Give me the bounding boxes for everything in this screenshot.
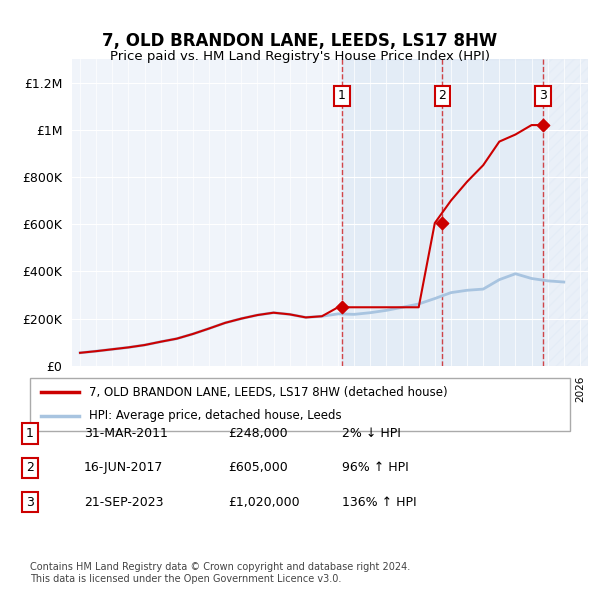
Bar bbox=[543, 59, 588, 366]
Bar bbox=[442, 59, 543, 366]
Text: 3: 3 bbox=[26, 496, 34, 509]
Text: 21-SEP-2023: 21-SEP-2023 bbox=[84, 496, 163, 509]
Point bbox=[337, 303, 347, 312]
Text: 1: 1 bbox=[338, 89, 346, 102]
Text: Contains HM Land Registry data © Crown copyright and database right 2024.
This d: Contains HM Land Registry data © Crown c… bbox=[30, 562, 410, 584]
Text: HPI: Average price, detached house, Leeds: HPI: Average price, detached house, Leed… bbox=[89, 409, 342, 422]
Text: £605,000: £605,000 bbox=[228, 461, 288, 474]
Text: 136% ↑ HPI: 136% ↑ HPI bbox=[342, 496, 416, 509]
Text: Price paid vs. HM Land Registry's House Price Index (HPI): Price paid vs. HM Land Registry's House … bbox=[110, 50, 490, 63]
Point bbox=[437, 218, 447, 228]
Bar bbox=[342, 59, 442, 366]
Text: 31-MAR-2011: 31-MAR-2011 bbox=[84, 427, 168, 440]
Text: 7, OLD BRANDON LANE, LEEDS, LS17 8HW: 7, OLD BRANDON LANE, LEEDS, LS17 8HW bbox=[103, 32, 497, 51]
Text: 96% ↑ HPI: 96% ↑ HPI bbox=[342, 461, 409, 474]
Text: 1: 1 bbox=[26, 427, 34, 440]
Point bbox=[538, 120, 548, 130]
Text: £1,020,000: £1,020,000 bbox=[228, 496, 299, 509]
Text: 3: 3 bbox=[539, 89, 547, 102]
Text: 2% ↓ HPI: 2% ↓ HPI bbox=[342, 427, 401, 440]
Text: 16-JUN-2017: 16-JUN-2017 bbox=[84, 461, 163, 474]
Text: 2: 2 bbox=[438, 89, 446, 102]
FancyBboxPatch shape bbox=[30, 378, 570, 431]
Text: 7, OLD BRANDON LANE, LEEDS, LS17 8HW (detached house): 7, OLD BRANDON LANE, LEEDS, LS17 8HW (de… bbox=[89, 386, 448, 399]
Text: £248,000: £248,000 bbox=[228, 427, 287, 440]
Text: 2: 2 bbox=[26, 461, 34, 474]
